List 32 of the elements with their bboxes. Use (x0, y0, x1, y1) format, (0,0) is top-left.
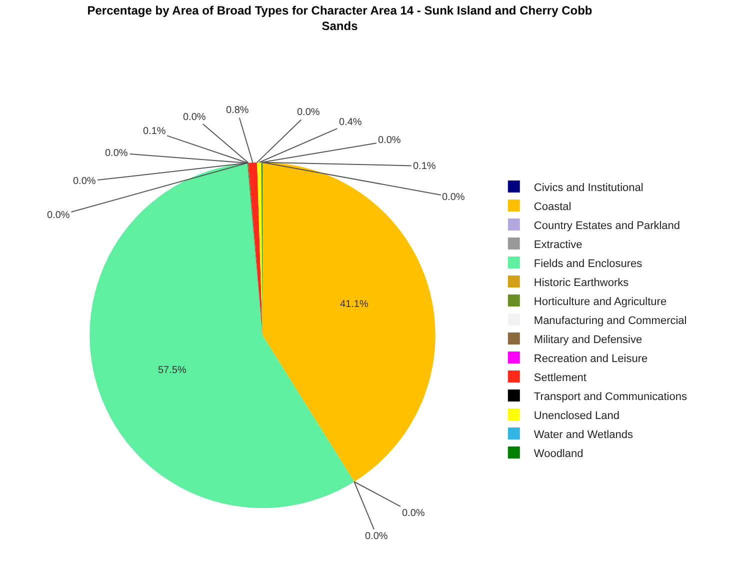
legend-label: Unenclosed Land (534, 410, 620, 422)
text: 0.0% (297, 107, 320, 118)
legend-label: Historic Earthworks (534, 276, 630, 289)
text: 0.0% (73, 176, 96, 187)
legend-label: Recreation and Leisure (534, 352, 648, 365)
legend-label: Settlement (534, 372, 586, 384)
legend-label: Woodland (534, 448, 584, 460)
text: 0.0% (47, 210, 70, 221)
legend-label: Manufacturing and Commercial (534, 314, 687, 327)
legend-label: Military and Defensive (534, 334, 642, 346)
legend-label: Transport and Communications (534, 390, 688, 403)
legend-label: Fields and Enclosures (534, 258, 643, 270)
text: 0.0% (442, 192, 465, 203)
legend-label: Extractive (534, 238, 582, 251)
text: 0.0% (365, 531, 388, 542)
chart-title: Percentage by Area of Broad Types for Character Area 14 - Sunk Island and Cherry Cobb Sands (87, 3, 592, 33)
text: 0.0% (402, 508, 425, 519)
data-label: 57.5% (158, 365, 186, 376)
legend-label: Civics and Institutional (534, 182, 644, 194)
data-label: 0.1% (413, 161, 436, 172)
legend-label: Country Estates and Parkland (534, 220, 680, 232)
legend-label: Coastal (534, 200, 572, 213)
legend-label: Horticulture and Agriculture (534, 296, 667, 308)
legend-label: Water and Wetlands (534, 428, 634, 441)
data-label: 0.1% (143, 126, 166, 137)
data-label: 0.8% (226, 105, 249, 116)
text: 0.0% (183, 112, 206, 123)
text: 0.0% (378, 135, 401, 146)
data-label: 41.1% (340, 299, 368, 310)
text: 0.0% (105, 148, 128, 159)
pie-slice (262, 162, 436, 482)
data-label: 0.4% (339, 117, 362, 128)
